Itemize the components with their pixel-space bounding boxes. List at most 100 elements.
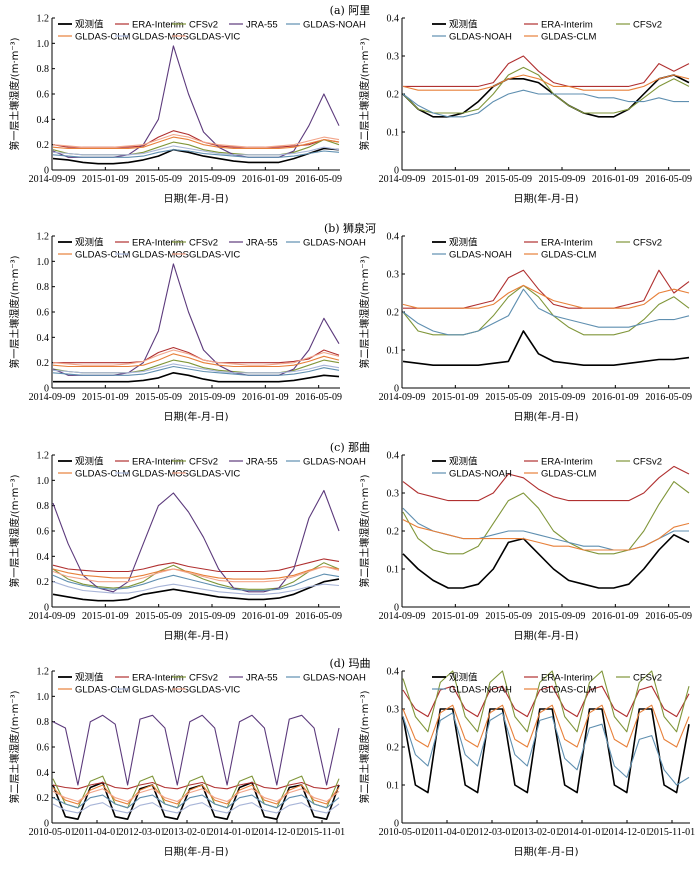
y-tick-label: 0 [394,603,399,614]
series-line-observed [402,330,690,366]
y-tick-label: 1.0 [37,257,50,268]
series-line-cfsv2 [402,670,690,733]
y-tick-label: 0.2 [37,140,50,151]
y-tick-label: 0.1 [387,781,400,792]
legend-label-gldas-noah: GLDAS-NOAH [449,684,512,695]
y-tick-label: 0.2 [37,793,50,804]
series-line-gldas-clm [402,704,690,748]
x-tick-label: 2015-05-09 [485,392,532,403]
x-tick-label: 2012-03-01 [469,827,516,838]
x-axis-title: 日期(年-月-日) [513,192,578,205]
y-tick-label: 0.1 [387,346,400,357]
x-tick-label: 2016-05-09 [295,611,342,622]
series-line-gldas-clm [52,784,340,805]
x-tick-label: 2014-01-01 [559,827,606,838]
y-tick-label: 1.2 [37,451,50,462]
legend-label-era-interim: ERA-Interim [132,672,184,683]
y-axis-title: 第二层土壤湿度/(m·m⁻³) [358,37,371,150]
series-line-gldas-vic [52,349,340,366]
legend-label-cfsv2: CFSv2 [633,672,662,683]
legend-label-gldas-clm: GLDAS-CLM [75,249,131,260]
y-tick-label: 1.0 [37,39,50,50]
panel-c-layer2: 0 0.1 0.2 0.3 0.4 2014-09-09 2015-01-09 2015-05… [350,449,700,657]
legend-label-era-interim: ERA-Interim [541,237,593,248]
legend-label-gldas-noah: GLDAS-NOAH [303,237,366,248]
legend-label-gldas-vic: GLDAS-VIC [189,31,240,42]
legend-label-observed: 观测值 [75,18,104,30]
x-axis-title: 日期(年-月-日) [513,845,578,858]
y-tick-label: 0.3 [387,270,400,281]
y-tick-label: 0.2 [387,90,400,101]
series-line-era-interim [53,346,340,364]
y-axis-title: 第二层土壤湿度/(m·m⁻³) [358,690,371,803]
x-tick-label: 2015-09-09 [539,392,586,403]
y-tick-label: 0.1 [387,128,400,139]
x-axis-title: 日期(年-月-日) [513,410,578,423]
y-tick-label: 0.2 [37,577,50,588]
y-tick-label: 0.4 [387,14,400,25]
series-line-jra-55 [52,714,340,786]
y-tick-label: 0 [394,384,399,395]
y-tick-label: 0.8 [37,501,50,512]
legend-label-cfsv2: CFSv2 [189,672,218,683]
legend-label-cfsv2: CFSv2 [633,456,662,467]
panel-a-layer2: 0 0.1 0.2 0.3 0.4 2014-09-09 2015-01-09 2015-05… [350,12,700,220]
legend-label-cfsv2: CFSv2 [633,19,662,30]
y-tick-label: 0.4 [387,451,400,462]
legend-label-observed: 观测值 [75,671,104,683]
x-tick-label: 2014-09-09 [379,174,426,185]
x-tick-label: 2016-05-09 [645,611,692,622]
series-line-gldas-mos [52,581,340,595]
x-tick-label: 2015-05-09 [485,611,532,622]
panel-d-layer1: 0 0.2 0.4 0.6 0.8 1.0 1.2 2010-05-01 2011-04-01 2… [0,665,366,873]
x-tick-label: 2016-05-09 [295,392,342,403]
x-tick-label: 2016-01-09 [592,174,639,185]
x-tick-label: 2015-09-09 [189,392,236,403]
x-tick-label: 2012-03-01 [119,827,166,838]
y-tick-label: 0.8 [37,717,50,728]
series-line-gldas-clm [402,284,690,309]
y-tick-label: 0.6 [37,527,50,538]
y-tick-label: 1.0 [37,476,50,487]
legend-label-observed: 观测值 [75,455,104,467]
x-tick-label: 2014-09-09 [29,392,76,403]
series-line-cfsv2 [402,66,690,114]
legend-label-gldas-clm: GLDAS-CLM [541,468,597,479]
x-tick-label: 2014-01-01 [209,827,256,838]
x-tick-label: 2010-05-01 [29,827,76,838]
y-tick-label: 0 [394,819,399,830]
legend-label-gldas-vic: GLDAS-VIC [189,468,240,479]
y-tick-label: 0 [44,603,49,614]
series-line-gldas-vic [52,133,340,148]
series-line-gldas-mos [52,802,340,814]
series-line-era-interim [402,465,690,502]
x-tick-label: 2016-01-09 [242,611,289,622]
legend-label-gldas-vic: GLDAS-VIC [189,249,240,260]
x-tick-label: 2015-01-09 [432,174,479,185]
legend-label-era-interim: ERA-Interim [132,237,184,248]
series-line-gldas-noah [52,365,340,376]
y-axis-title: 第一层土壤湿度/(m·m⁻³) [8,255,21,368]
series-line-cfsv2 [402,481,690,555]
legend-label-gldas-noah: GLDAS-NOAH [303,19,366,30]
x-tick-label: 2011-04-01 [424,827,470,838]
series-line-gldas-clm [52,136,340,150]
y-tick-label: 0.6 [37,743,50,754]
y-axis-title: 第二层土壤湿度/(m·m⁻³) [8,690,21,803]
panel-c-layer1: 0 0.2 0.4 0.6 0.8 1.0 1.2 2014-09-09 2015-01-09 2… [0,449,366,657]
series-line-jra-55 [52,263,340,376]
y-tick-label: 0 [44,384,49,395]
x-axis-title: 日期(年-月-日) [163,410,228,423]
x-tick-label: 2014-09-09 [29,174,76,185]
series-line-era-interim [403,55,690,87]
y-tick-label: 0.4 [37,333,50,344]
x-tick-label: 2011-04-01 [74,827,120,838]
panel-a-layer1: 0 0.2 0.4 0.6 0.8 1.0 1.2 2014-09-09 2015-01-09 2… [0,12,366,220]
legend-label-jra-55: JRA-55 [246,19,278,30]
y-tick-label: 0.2 [387,743,400,754]
x-tick-label: 2010-05-01 [379,827,426,838]
x-tick-label: 2013-02-01 [514,827,561,838]
x-tick-label: 2016-01-09 [242,174,289,185]
legend-label-observed: 观测值 [449,671,478,683]
legend-label-gldas-clm: GLDAS-CLM [75,684,131,695]
